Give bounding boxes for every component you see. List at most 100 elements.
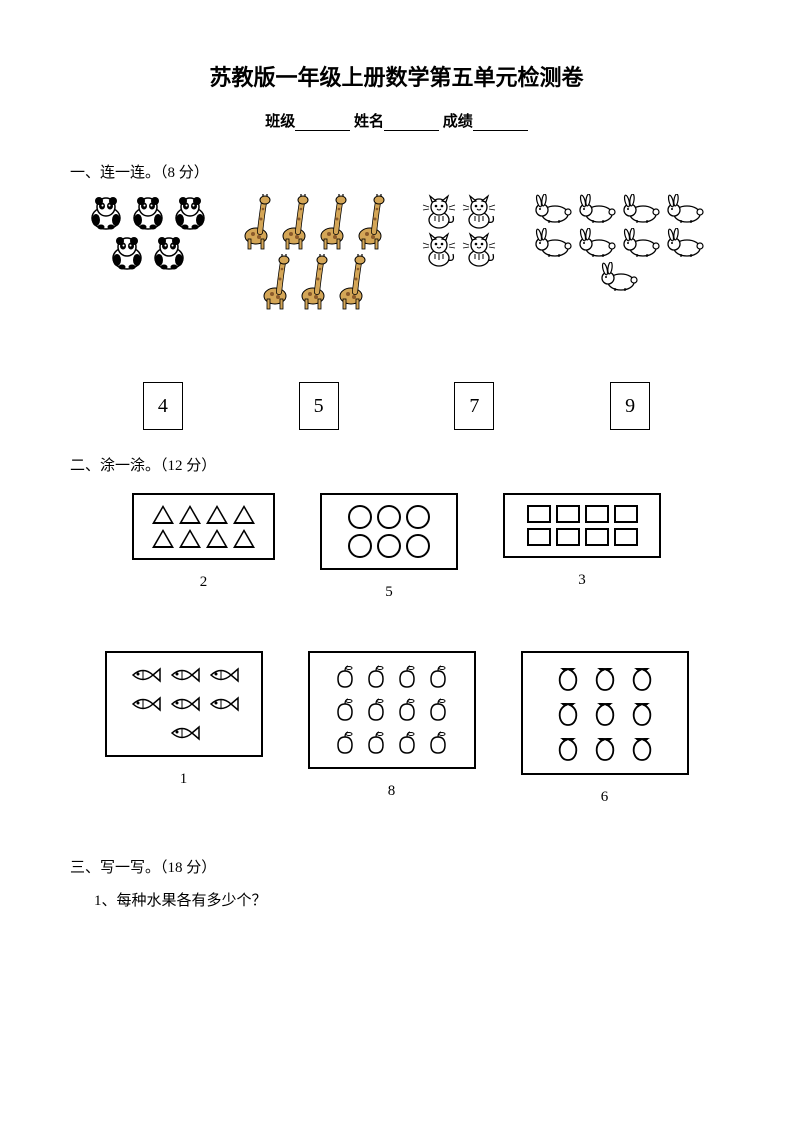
circle-icon	[406, 534, 430, 558]
fish-icon	[128, 663, 162, 687]
page-title: 苏教版一年级上册数学第五单元检测卷	[70, 60, 723, 92]
rabbit-icon	[575, 228, 617, 260]
rabbits-group	[523, 194, 713, 294]
apple-icon	[425, 696, 451, 724]
rabbit-icon	[663, 194, 705, 226]
q2-row1: 2 5 3	[70, 493, 723, 601]
shape-frame	[132, 493, 275, 560]
q1-heading: 一、连一连。（8 分）	[70, 161, 723, 182]
q2-row2: 1 8 6	[70, 651, 723, 806]
apple-icon	[394, 729, 420, 757]
apple-icon	[425, 729, 451, 757]
name-label: 姓名	[354, 114, 384, 130]
apple-icon	[332, 729, 358, 757]
class-blank[interactable]	[295, 115, 350, 131]
fish-icon	[167, 663, 201, 687]
student-info-line: 班级 姓名 成绩	[70, 110, 723, 131]
rabbit-icon	[597, 262, 639, 294]
class-label: 班级	[265, 114, 295, 130]
q2-item-peach: 6	[521, 651, 689, 806]
square-icon	[556, 528, 580, 546]
apple-icon	[394, 696, 420, 724]
rabbit-icon	[575, 194, 617, 226]
square-icon	[556, 505, 580, 523]
q2-item-fish: 1	[105, 651, 263, 806]
cat-icon	[421, 194, 459, 230]
peach-icon	[552, 663, 584, 693]
circle-icon	[348, 505, 372, 529]
circle-icon	[406, 505, 430, 529]
cat-icon	[461, 194, 499, 230]
q2-item-apple: 8	[308, 651, 476, 806]
giraffes-group	[228, 194, 398, 312]
giraffe-icon	[238, 194, 274, 252]
triangle-icon	[206, 529, 228, 548]
shape-frame	[105, 651, 263, 757]
rabbit-icon	[619, 194, 661, 226]
circle-icon	[348, 534, 372, 558]
square-icon	[527, 505, 551, 523]
apple-icon	[425, 663, 451, 691]
shape-count-label: 1	[105, 771, 263, 788]
square-icon	[614, 505, 638, 523]
q3-heading: 三、写一写。（18 分）	[70, 856, 723, 877]
shape-frame	[503, 493, 661, 558]
peach-icon	[589, 663, 621, 693]
triangle-icon	[152, 529, 174, 548]
apple-icon	[363, 729, 389, 757]
cat-icon	[461, 232, 499, 268]
name-blank[interactable]	[384, 115, 439, 131]
q2-heading: 二、涂一涂。（12 分）	[70, 454, 723, 475]
triangle-icon	[206, 505, 228, 524]
q2-item-square: 3	[503, 493, 661, 601]
peach-icon	[552, 733, 584, 763]
triangle-icon	[233, 529, 255, 548]
square-icon	[527, 528, 551, 546]
peach-icon	[589, 698, 621, 728]
giraffe-icon	[352, 194, 388, 252]
triangle-icon	[179, 529, 201, 548]
peach-icon	[626, 733, 658, 763]
num-box-7: 7	[454, 382, 494, 430]
q2-item-circle: 5	[320, 493, 458, 601]
rabbit-icon	[531, 228, 573, 260]
panda-icon	[86, 194, 126, 232]
giraffe-icon	[257, 254, 293, 312]
num-box-9: 9	[610, 382, 650, 430]
pandas-group	[80, 194, 215, 272]
q3-sub1: 1、每种水果各有多少个？	[94, 889, 723, 910]
peach-icon	[626, 663, 658, 693]
q1-picture-row	[70, 194, 723, 312]
square-icon	[614, 528, 638, 546]
apple-icon	[332, 663, 358, 691]
rabbit-icon	[531, 194, 573, 226]
q2-item-triangle: 2	[132, 493, 275, 601]
apple-icon	[363, 696, 389, 724]
shape-count-label: 6	[521, 789, 689, 806]
apple-icon	[332, 696, 358, 724]
num-box-5: 5	[299, 382, 339, 430]
giraffe-icon	[314, 194, 350, 252]
peach-icon	[552, 698, 584, 728]
cats-group	[410, 194, 510, 268]
square-icon	[585, 505, 609, 523]
rabbit-icon	[663, 228, 705, 260]
score-blank[interactable]	[473, 115, 528, 131]
circle-icon	[377, 534, 401, 558]
square-icon	[585, 528, 609, 546]
shape-count-label: 5	[320, 584, 458, 601]
cat-icon	[421, 232, 459, 268]
shape-frame	[320, 493, 458, 570]
apple-icon	[394, 663, 420, 691]
shape-frame	[308, 651, 476, 769]
shape-count-label: 8	[308, 783, 476, 800]
fish-icon	[167, 692, 201, 716]
triangle-icon	[179, 505, 201, 524]
peach-icon	[589, 733, 621, 763]
peach-icon	[626, 698, 658, 728]
q1-number-boxes: 4 5 7 9	[70, 382, 723, 430]
fish-icon	[206, 692, 240, 716]
giraffe-icon	[276, 194, 312, 252]
giraffe-icon	[333, 254, 369, 312]
shape-frame	[521, 651, 689, 775]
